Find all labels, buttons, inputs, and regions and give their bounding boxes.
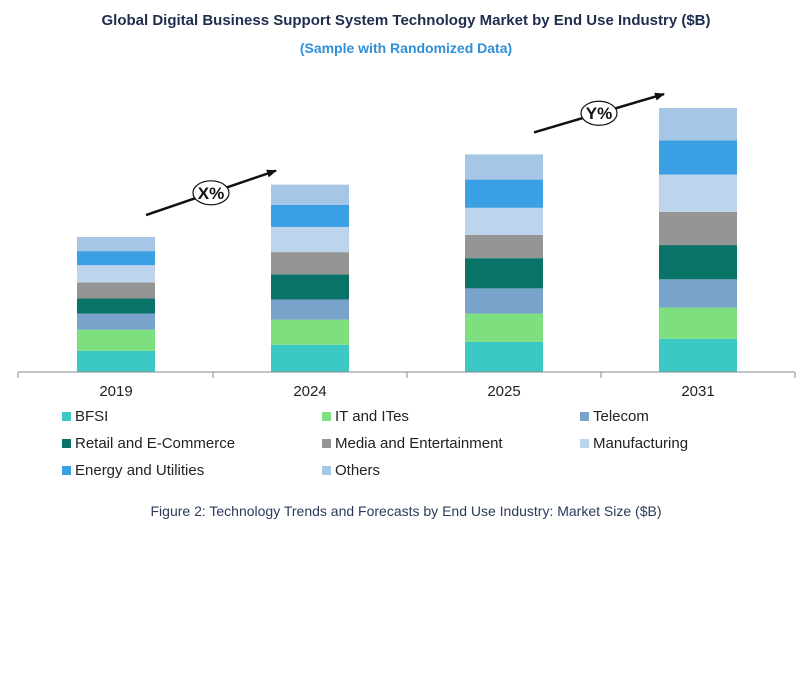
bar-segment-2024-bfsi <box>271 344 349 372</box>
legend-label: Others <box>335 462 381 479</box>
legend-swatch <box>322 439 331 448</box>
legend-swatch <box>322 466 331 475</box>
bar-segment-2019-manufacturing <box>77 265 155 283</box>
bar-segment-2031-media-and-entertainment <box>659 211 737 246</box>
bar-segment-2019-telecom <box>77 313 155 330</box>
bar-segment-2024-retail-and-e-commerce <box>271 274 349 300</box>
bar-segment-2024-manufacturing <box>271 226 349 253</box>
bar-segment-2019-retail-and-e-commerce <box>77 298 155 314</box>
legend-item-manufacturing: Manufacturing <box>580 435 688 452</box>
bar-segment-2031-others <box>659 108 737 141</box>
legend-item-others: Others <box>322 462 380 479</box>
x-tick-label-2024: 2024 <box>293 383 326 400</box>
bar-segment-2025-it-and-ites <box>465 313 543 342</box>
chart-title: Global Digital Business Support System T… <box>101 12 711 29</box>
bar-segment-2024-telecom <box>271 299 349 320</box>
bar-segment-2019-it-and-ites <box>77 329 155 351</box>
bar-segment-2024-energy-and-utilities <box>271 204 349 227</box>
figure-caption: Figure 2: Technology Trends and Forecast… <box>150 503 662 519</box>
legend-label: Media and Entertainment <box>335 435 503 452</box>
bar-segment-2031-bfsi <box>659 338 737 372</box>
legend-swatch <box>580 439 589 448</box>
bar-segment-2025-retail-and-e-commerce <box>465 258 543 289</box>
legend-label: BFSI <box>75 408 109 425</box>
bar-segment-2019-media-and-entertainment <box>77 282 155 299</box>
legend-swatch <box>62 466 71 475</box>
legend-item-telecom: Telecom <box>580 408 649 425</box>
legend-label: Energy and Utilities <box>75 462 205 479</box>
bar-segment-2025-others <box>465 154 543 180</box>
bar-segment-2025-bfsi <box>465 341 543 372</box>
legend-label: Manufacturing <box>593 435 689 452</box>
bar-segment-2025-media-and-entertainment <box>465 234 543 259</box>
growth-label-1: X% <box>198 184 224 203</box>
legend-item-it-and-ites: IT and ITes <box>322 408 409 425</box>
bar-segment-2031-manufacturing <box>659 174 737 212</box>
legend-swatch <box>580 412 589 421</box>
bar-segment-2031-energy-and-utilities <box>659 140 737 175</box>
bar-segment-2025-energy-and-utilities <box>465 179 543 208</box>
bar-segment-2024-it-and-ites <box>271 319 349 345</box>
bar-segment-2031-it-and-ites <box>659 307 737 339</box>
bar-segment-2025-manufacturing <box>465 207 543 235</box>
growth-label-2: Y% <box>586 104 612 123</box>
legend-item-retail-and-e-commerce: Retail and E-Commerce <box>62 435 235 452</box>
bar-segment-2031-telecom <box>659 279 737 308</box>
bar-segment-2024-media-and-entertainment <box>271 252 349 275</box>
legend-item-energy-and-utilities: Energy and Utilities <box>62 462 204 479</box>
x-tick-label-2019: 2019 <box>99 383 132 400</box>
bar-segment-2019-bfsi <box>77 350 155 372</box>
legend-swatch <box>62 439 71 448</box>
legend-swatch <box>62 412 71 421</box>
bar-segment-2031-retail-and-e-commerce <box>659 245 737 280</box>
x-tick-label-2031: 2031 <box>681 383 714 400</box>
legend-label: Telecom <box>593 408 649 425</box>
growth-label-oval-2 <box>580 100 618 126</box>
legend-swatch <box>322 412 331 421</box>
bar-segment-2019-energy-and-utilities <box>77 251 155 266</box>
legend-item-bfsi: BFSI <box>62 408 108 425</box>
growth-label-oval-1 <box>192 180 230 206</box>
bar-segment-2019-others <box>77 237 155 252</box>
legend-item-media-and-entertainment: Media and Entertainment <box>322 435 503 452</box>
bar-segment-2025-telecom <box>465 288 543 314</box>
chart-plot-area: 2019 2024 2025 2031 X% Y% <box>17 92 796 400</box>
x-tick-label-2025: 2025 <box>487 383 520 400</box>
legend-label: Retail and E-Commerce <box>75 435 236 452</box>
chart-subtitle: (Sample with Randomized Data) <box>299 40 513 56</box>
bar-segment-2024-others <box>271 184 349 205</box>
legend-label: IT and ITes <box>335 408 409 425</box>
